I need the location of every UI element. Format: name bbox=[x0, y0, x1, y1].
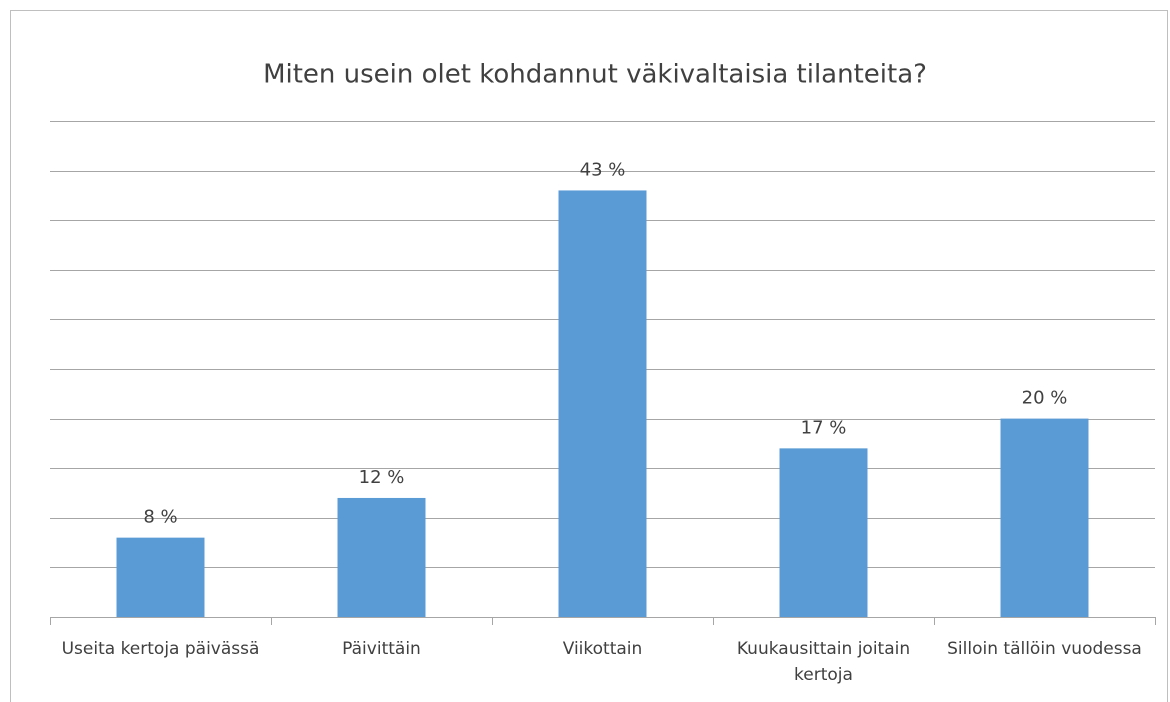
data-label: 20 % bbox=[1022, 388, 1068, 409]
bar bbox=[779, 448, 868, 617]
data-label: 12 % bbox=[359, 467, 405, 488]
x-tick-label: Päivittäin bbox=[342, 639, 421, 659]
bar bbox=[1000, 418, 1089, 617]
x-tick-label: Viikottain bbox=[562, 639, 643, 659]
bar bbox=[116, 537, 205, 617]
data-label: 17 % bbox=[801, 417, 847, 438]
data-label: 8 % bbox=[143, 507, 177, 528]
x-tick-label: Silloin tällöin vuodessa bbox=[947, 639, 1142, 659]
bar bbox=[558, 190, 647, 617]
data-label: 43 % bbox=[580, 159, 626, 180]
x-tick-label: Useita kertoja päivässä bbox=[61, 639, 260, 659]
chart-frame bbox=[10, 10, 1168, 702]
bar bbox=[337, 497, 426, 617]
x-tick-label: Kuukausittain joitain kertoja bbox=[736, 639, 911, 685]
chart-title: Miten usein olet kohdannut väkivaltaisia… bbox=[263, 60, 927, 90]
